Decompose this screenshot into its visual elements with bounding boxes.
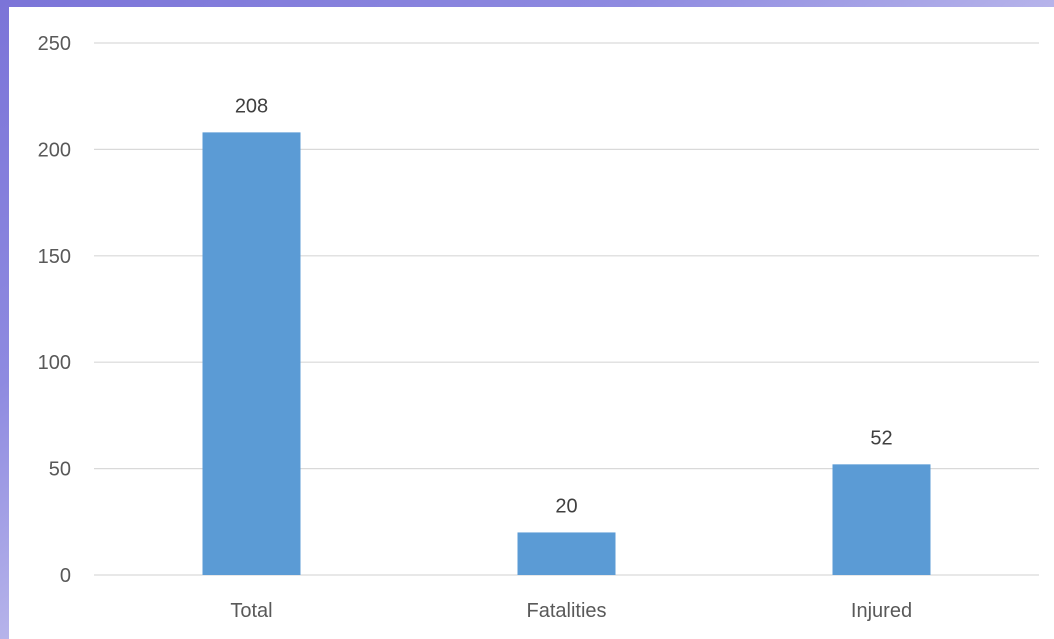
x-axis-category-labels: Total Fatalities Injured: [230, 600, 912, 622]
data-label-injured: 52: [870, 427, 892, 449]
chart-panel: 0 50 100 150 200 250 208 20 52 Total Fatalities I…: [9, 7, 1054, 639]
bar-chart: 0 50 100 150 200 250 208 20 52 Total Fatalities I…: [38, 33, 1039, 622]
category-label-total: Total: [230, 600, 272, 622]
y-tick-label-0: 0: [60, 565, 71, 587]
data-label-total: 208: [235, 95, 268, 117]
bar-total: [202, 132, 301, 575]
data-labels: 208 20 52: [235, 95, 893, 517]
y-axis-tick-labels: 0 50 100 150 200 250: [38, 33, 71, 587]
bars: [202, 132, 931, 575]
category-label-fatalities: Fatalities: [526, 600, 606, 622]
y-tick-label-250: 250: [38, 33, 71, 55]
y-tick-label-150: 150: [38, 246, 71, 268]
category-label-injured: Injured: [851, 600, 912, 622]
y-tick-label-200: 200: [38, 139, 71, 161]
bar-injured: [832, 464, 931, 575]
bar-fatalities: [517, 532, 616, 575]
y-tick-label-50: 50: [49, 459, 71, 481]
y-tick-label-100: 100: [38, 352, 71, 374]
data-label-fatalities: 20: [555, 495, 577, 517]
